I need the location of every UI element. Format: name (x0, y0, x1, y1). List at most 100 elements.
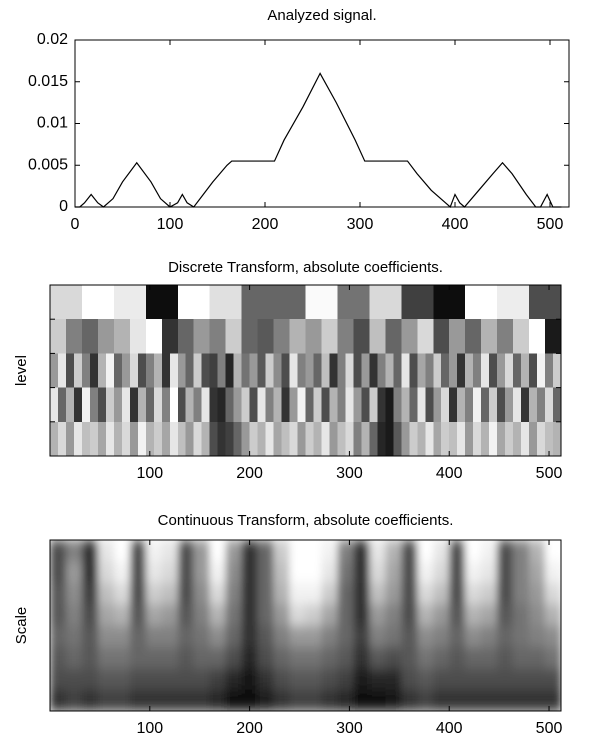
heatmap-cell (105, 387, 115, 423)
heatmap-cell (409, 353, 418, 389)
heatmap-cell (289, 668, 306, 691)
heatmap-cell (225, 582, 243, 605)
heatmap-cell (337, 604, 354, 626)
heatmap-cell (465, 319, 482, 354)
heatmap-cell (50, 625, 67, 648)
heatmap-cell (497, 689, 514, 711)
heatmap-cell (161, 668, 179, 691)
heatmap-cell (537, 421, 546, 457)
heatmap-cell (161, 582, 179, 605)
heatmap-cell (481, 604, 498, 626)
heatmap-cell (505, 353, 514, 389)
heatmap-cell (81, 561, 99, 584)
heatmap-cell (137, 421, 147, 457)
heatmap-cell (257, 319, 275, 354)
heatmap-cell (417, 540, 434, 562)
heatmap-cell (369, 285, 402, 320)
heatmap-cell (129, 319, 147, 354)
heatmap-cell (465, 285, 498, 320)
heatmap-cell (81, 353, 91, 389)
heatmap-cell (145, 582, 163, 605)
heatmap-cell (545, 353, 554, 389)
heatmap-cell (433, 421, 442, 457)
heatmap-cell (441, 421, 450, 457)
heatmap-cell (121, 387, 131, 423)
heatmap-cell (417, 668, 434, 691)
heatmap-cell (497, 421, 506, 457)
x-tick-label: 500 (536, 720, 563, 737)
heatmap-cell (433, 646, 450, 669)
heatmap-cell (289, 582, 306, 605)
heatmap-cell (481, 353, 490, 389)
heatmap-cell (401, 285, 434, 320)
heatmap-cell (465, 625, 482, 648)
heatmap-cell (225, 689, 243, 711)
heatmap-cell (433, 625, 450, 648)
heatmap-cell (265, 353, 275, 389)
heatmap-cell (481, 582, 498, 605)
heatmap-cell (529, 582, 546, 605)
heatmap-cell (385, 353, 394, 389)
heatmap-cell (169, 421, 179, 457)
heatmap-cell (337, 319, 354, 354)
heatmap-cell (433, 668, 450, 691)
heatmap-cell (81, 582, 99, 605)
heatmap-cell (145, 353, 155, 389)
heatmap-cell (217, 421, 227, 457)
y-tick-label: 0.01 (37, 115, 68, 132)
heatmap-cell (153, 421, 163, 457)
heatmap-cell (129, 668, 147, 691)
heatmap-cell (481, 646, 498, 669)
heatmap-cell (369, 604, 386, 626)
heatmap-cell (113, 668, 131, 691)
heatmap-cell (433, 582, 450, 605)
heatmap-cell (545, 668, 561, 691)
heatmap-cell (497, 387, 506, 423)
heatmap-cell (345, 387, 354, 423)
heatmap-cell (169, 353, 179, 389)
heatmap-cell (513, 646, 530, 669)
heatmap-cell (497, 561, 514, 584)
heatmap-cell (473, 353, 482, 389)
heatmap-cell (273, 582, 291, 605)
heatmap-cell (217, 387, 227, 423)
heatmap-cell (329, 421, 338, 457)
x-tick-label: 100 (136, 720, 163, 737)
heatmap-cell (481, 421, 490, 457)
heatmap-cell (337, 582, 354, 605)
heatmap-cell (353, 582, 370, 605)
heatmap-cell (545, 625, 561, 648)
heatmap-cell (81, 540, 99, 562)
heatmap-cell (265, 387, 275, 423)
heatmap-cell (545, 319, 562, 354)
heatmap-cell (489, 421, 498, 457)
heatmap-cell (313, 353, 322, 389)
heatmap-cell (513, 387, 522, 423)
heatmap-cell (257, 421, 267, 457)
y-tick-label: 0 (59, 198, 68, 215)
heatmap-cell (97, 582, 115, 605)
heatmap-cell (137, 387, 147, 423)
heatmap-cell (361, 387, 370, 423)
heatmap-cell (433, 387, 442, 423)
heatmap-cell (305, 582, 322, 605)
heatmap-cell (50, 387, 59, 423)
heatmap-cell (385, 625, 402, 648)
heatmap-cell (473, 387, 482, 423)
heatmap-cell (369, 582, 386, 605)
heatmap-cell (409, 387, 418, 423)
heatmap-cell (545, 540, 561, 562)
heatmap-cell (449, 561, 466, 584)
heatmap-cell (393, 353, 402, 389)
heatmap-cell (473, 421, 482, 457)
heatmap-cell (513, 625, 530, 648)
heatmap-cell (449, 540, 466, 562)
x-tick-label: 400 (436, 720, 463, 737)
heatmap-cell (321, 353, 330, 389)
heatmap-cell (153, 353, 163, 389)
x-tick-label: 200 (252, 216, 279, 233)
heatmap-cell (481, 319, 498, 354)
heatmap-cell (305, 540, 322, 562)
heatmap-cell (465, 582, 482, 605)
heatmap-cell (113, 540, 131, 562)
